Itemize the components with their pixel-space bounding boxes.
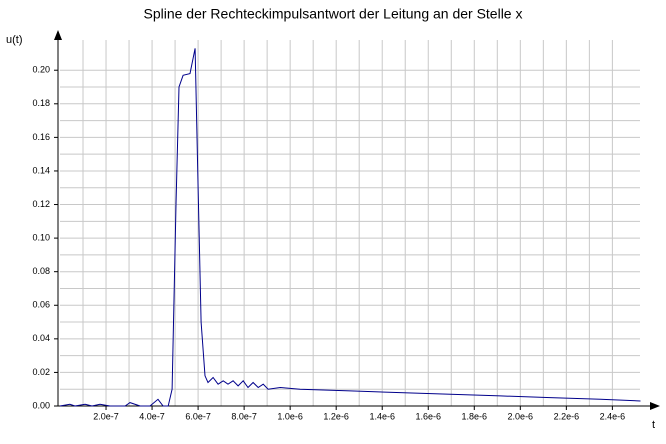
x-tick-label: 2.0e-6	[508, 411, 534, 421]
y-tick-label: 0.18	[32, 98, 50, 108]
y-tick-label: 0.16	[32, 132, 50, 142]
x-axis-label: t	[652, 419, 655, 431]
y-axis-arrow	[54, 30, 62, 40]
x-tick-label: 4.0e-7	[139, 411, 165, 421]
x-tick-label: 1.0e-6	[277, 411, 303, 421]
y-tick-label: 0.06	[32, 300, 50, 310]
y-tick-label: 0.04	[32, 333, 50, 343]
x-tick-label: 2.2e-6	[554, 411, 580, 421]
chart-title: Spline der Rechteckimpulsantwort der Lei…	[144, 6, 523, 22]
y-tick-label: 0.02	[32, 367, 50, 377]
x-tick-label: 1.8e-6	[462, 411, 488, 421]
x-tick-label: 1.6e-6	[415, 411, 441, 421]
x-tick-label: 2.4e-6	[600, 411, 626, 421]
data-line	[59, 48, 641, 407]
x-axis-arrow	[650, 402, 660, 410]
x-tick-label: 8.0e-7	[231, 411, 257, 421]
y-tick-label: 0.12	[32, 199, 50, 209]
x-tick-label: 2.0e-7	[93, 411, 119, 421]
y-tick-label: 0.00	[32, 400, 50, 410]
grid	[60, 40, 640, 407]
y-tick-label: 0.08	[32, 266, 50, 276]
y-tick-label: 0.10	[32, 232, 50, 242]
x-tick-label: 1.2e-6	[323, 411, 349, 421]
x-tick-label: 1.4e-6	[369, 411, 395, 421]
y-tick-label: 0.14	[32, 165, 50, 175]
y-axis-label: u(t)	[6, 34, 23, 46]
y-tick-label: 0.20	[32, 65, 50, 75]
x-tick-label: 6.0e-7	[185, 411, 211, 421]
